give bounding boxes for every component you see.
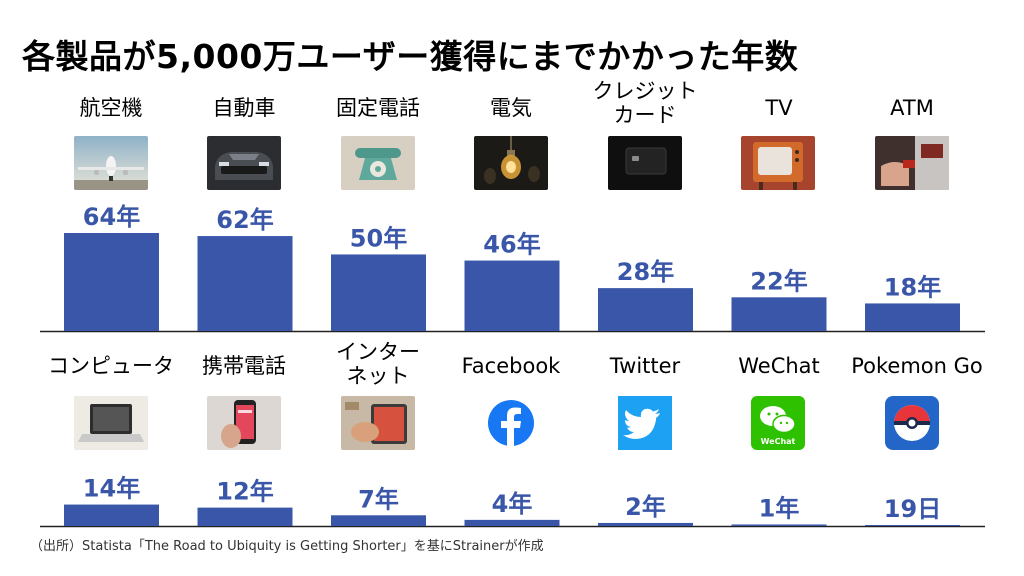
lightbulb-icon (474, 136, 548, 190)
svg-text:WeChat: WeChat (761, 437, 796, 446)
category-label-computer: コンピュータ (48, 354, 174, 378)
category-label-car: 自動車 (212, 96, 276, 120)
bar (197, 507, 293, 526)
airplane-icon (74, 136, 148, 190)
car-icon (207, 136, 281, 190)
value-label: 19日 (884, 495, 941, 523)
category-label-internet: インター ネット (336, 340, 420, 388)
bar (731, 524, 827, 526)
bar (464, 260, 560, 331)
value-label: 7年 (358, 485, 399, 513)
value-label: 28年 (617, 258, 674, 286)
value-label: 50年 (350, 224, 407, 252)
telephone-icon (341, 136, 415, 190)
bar (64, 233, 159, 331)
category-label-twitter: Twitter (609, 354, 681, 378)
value-label: 22年 (750, 267, 807, 295)
value-label: 12年 (216, 478, 273, 506)
value-label: 62年 (216, 206, 273, 234)
value-label: 1年 (759, 494, 800, 522)
category-label-tv: TV (765, 96, 793, 120)
category-label-pokemon-go: Pokemon Go (851, 354, 983, 378)
bar (331, 515, 426, 526)
bar (197, 236, 293, 331)
bar (865, 303, 960, 331)
bar (464, 519, 560, 526)
credit-card-icon (608, 136, 682, 190)
value-label: 4年 (492, 490, 533, 518)
value-label: 2年 (625, 493, 666, 521)
category-label-wechat: WeChat (738, 354, 820, 378)
category-label-facebook: Facebook (461, 354, 561, 378)
laptop-icon (74, 396, 148, 450)
category-label-mobile-phone: 携帯電話 (202, 354, 286, 378)
value-label: 18年 (884, 273, 941, 301)
value-label: 14年 (83, 475, 140, 503)
bar (64, 504, 159, 526)
twitter-icon (608, 396, 682, 450)
wechat-icon: WeChat (741, 396, 815, 450)
category-label-electricity: 電気 (490, 96, 532, 120)
value-label: 64年 (83, 203, 140, 231)
category-label-telephone: 固定電話 (336, 96, 420, 120)
bar (731, 297, 827, 331)
bar (865, 525, 960, 526)
atm-icon (875, 136, 949, 190)
value-label: 46年 (483, 231, 540, 259)
tv-icon (741, 136, 815, 190)
mobile-phone-icon (207, 396, 281, 450)
pokemon-go-icon (875, 396, 949, 450)
chart-title: 各製品が5,000万ユーザー獲得にまでかかった年数 (22, 37, 799, 76)
category-label-airplane: 航空機 (79, 96, 143, 120)
facebook-icon (474, 396, 548, 450)
source-note: （出所）Statista「The Road to Ubiquity is Get… (30, 539, 544, 554)
bar (331, 254, 426, 331)
bar (598, 522, 693, 526)
category-label-atm: ATM (890, 96, 934, 120)
category-label-credit-card: クレジット カード (592, 79, 698, 127)
bar (598, 288, 693, 331)
internet-icon (341, 396, 415, 450)
